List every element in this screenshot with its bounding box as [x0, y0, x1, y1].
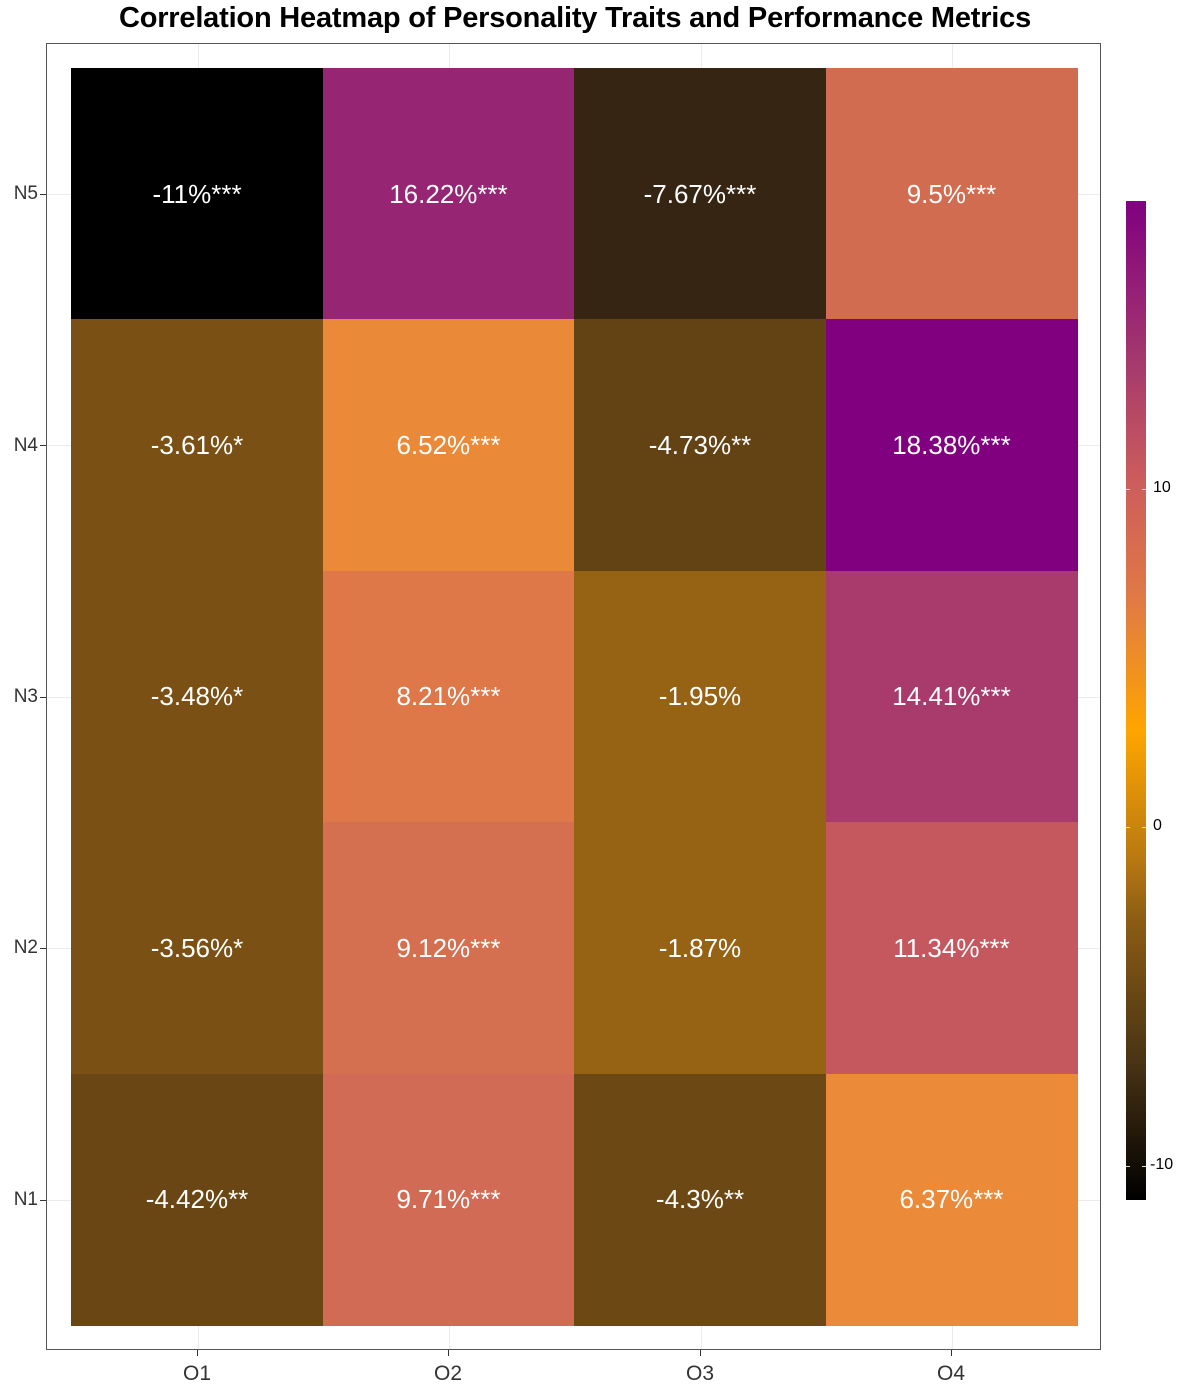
- heatmap-cell: -4.73%**: [574, 319, 826, 572]
- cell-value-label: -1.87%: [658, 932, 742, 963]
- y-tick-label: N2: [13, 937, 38, 958]
- cell-value-label: -11%***: [152, 178, 242, 209]
- heatmap-cell: 6.52%***: [322, 319, 575, 572]
- chart-title: Correlation Heatmap of Personality Trait…: [118, 2, 1032, 34]
- x-tick-label: O2: [433, 1362, 462, 1385]
- cell-value-label: -3.48%*: [150, 681, 244, 712]
- x-tick-label: O4: [936, 1362, 965, 1385]
- colorbar-tick-mark: [1142, 489, 1146, 490]
- colorbar-tick-mark: [1126, 489, 1130, 490]
- cell-value-label: -3.61%*: [150, 429, 244, 460]
- heatmap-cell: 14.41%***: [825, 570, 1078, 823]
- cell-value-label: 14.41%***: [892, 681, 1011, 712]
- heatmap-cell: -7.67%***: [574, 68, 826, 320]
- cell-value-label: 18.38%***: [892, 429, 1011, 460]
- cell-value-label: 9.71%***: [396, 1184, 501, 1215]
- cell-value-label: 16.22%***: [389, 178, 508, 209]
- cell-value-label: -7.67%***: [643, 178, 757, 209]
- colorbar-legend: [1126, 201, 1146, 1200]
- heatmap-cell: -4.3%**: [574, 1073, 826, 1326]
- y-tick-label: N3: [13, 686, 38, 707]
- y-tick-mark: [40, 1200, 46, 1201]
- x-tick-label: O3: [685, 1362, 714, 1385]
- heatmap-cell: -4.42%**: [71, 1073, 323, 1326]
- cell-value-label: -4.3%**: [655, 1184, 745, 1215]
- heatmap-cell: 16.22%***: [322, 68, 575, 320]
- heatmap-cell: -11%***: [71, 68, 323, 320]
- y-tick-mark: [40, 948, 46, 949]
- heatmap-cell: -3.61%*: [71, 319, 323, 572]
- heatmap-cell: 11.34%***: [825, 822, 1078, 1075]
- colorbar-tick-label: 10: [1153, 479, 1171, 496]
- cell-value-label: 6.37%***: [899, 1184, 1004, 1215]
- heatmap-cell: 9.71%***: [322, 1073, 575, 1326]
- y-tick-label: N4: [13, 435, 38, 456]
- cell-value-label: -3.56%*: [150, 932, 244, 963]
- cell-value-label: -4.73%**: [648, 429, 752, 460]
- cell-value-label: -4.42%**: [145, 1184, 249, 1215]
- x-tick-mark: [700, 1350, 701, 1356]
- cell-value-label: 6.52%***: [396, 429, 501, 460]
- cell-value-label: 9.5%***: [906, 178, 997, 209]
- colorbar-tick-mark: [1126, 1166, 1130, 1167]
- heatmap-cell: 9.5%***: [825, 68, 1078, 320]
- colorbar-tick-mark: [1142, 1166, 1146, 1167]
- heatmap-cell: 9.12%***: [322, 822, 575, 1075]
- colorbar-tick-label: 0: [1153, 817, 1162, 834]
- cell-value-label: 11.34%***: [893, 932, 1010, 963]
- heatmap-cell: 18.38%***: [825, 319, 1078, 572]
- cell-value-label: 9.12%***: [396, 932, 501, 963]
- x-tick-label: O1: [182, 1362, 211, 1385]
- y-tick-mark: [40, 445, 46, 446]
- y-tick-mark: [40, 194, 46, 195]
- y-tick-label: N1: [13, 1189, 38, 1210]
- cell-value-label: 8.21%***: [396, 681, 501, 712]
- heatmap-cell: -3.56%*: [71, 822, 323, 1075]
- colorbar-tick-mark: [1126, 827, 1130, 828]
- y-tick-mark: [40, 697, 46, 698]
- cell-value-label: -1.95%: [658, 681, 742, 712]
- y-tick-label: N5: [13, 183, 38, 204]
- heatmap-cell: -3.48%*: [71, 570, 323, 823]
- colorbar-tick-mark: [1142, 827, 1146, 828]
- x-tick-mark: [448, 1350, 449, 1356]
- heatmap-cell: 6.37%***: [825, 1073, 1078, 1326]
- x-tick-mark: [951, 1350, 952, 1356]
- x-tick-mark: [197, 1350, 198, 1356]
- heatmap-cell: 8.21%***: [322, 570, 575, 823]
- colorbar-tick-label: -10: [1150, 1156, 1174, 1173]
- heatmap-cell: -1.87%: [574, 822, 826, 1075]
- heatmap-cell: -1.95%: [574, 570, 826, 823]
